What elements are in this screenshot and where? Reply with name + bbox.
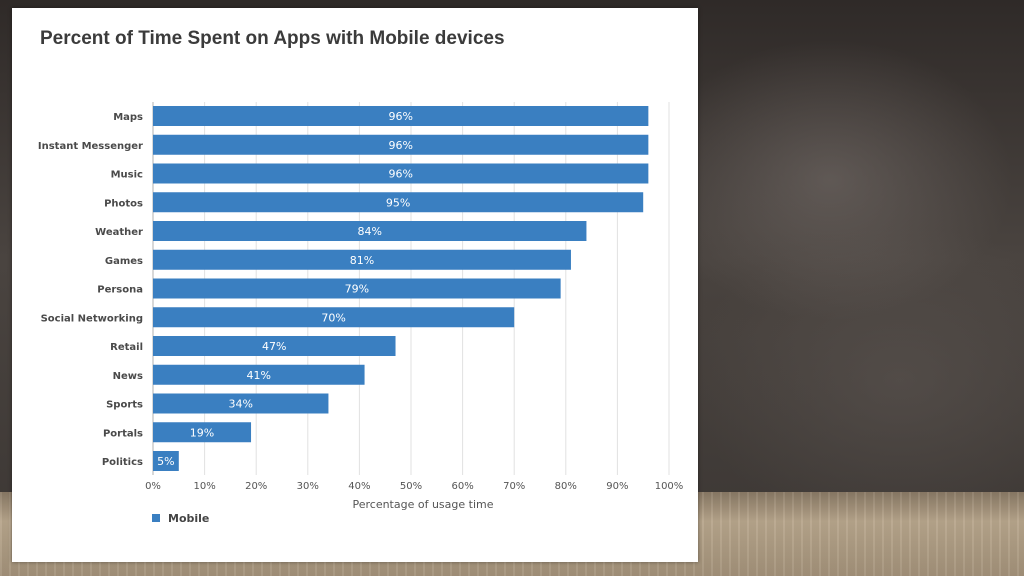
bar xyxy=(153,106,649,126)
bar xyxy=(153,307,515,328)
x-tick-label: 100% xyxy=(655,481,684,492)
category-label: Maps xyxy=(113,112,143,123)
category-label: Instant Messenger xyxy=(38,141,143,152)
bar xyxy=(153,451,179,471)
bar xyxy=(153,364,365,385)
bar xyxy=(153,422,252,443)
x-tick-label: 30% xyxy=(297,481,319,492)
bar xyxy=(153,192,644,213)
x-tick-label: 10% xyxy=(193,481,215,492)
data-label: 19% xyxy=(190,426,214,439)
data-label: 84% xyxy=(357,225,381,238)
category-label: Persona xyxy=(97,285,143,296)
bar-chart: 96% Maps 96% Instant Messenger 96% Music 95% Ph… xyxy=(38,102,684,525)
category-label: Portals xyxy=(103,428,143,439)
x-tick-label: 40% xyxy=(348,481,370,492)
x-tick-label: 20% xyxy=(245,481,267,492)
bar xyxy=(153,393,329,414)
x-tick-label: 70% xyxy=(503,481,525,492)
category-label: Politics xyxy=(102,457,143,468)
bar xyxy=(153,249,571,270)
legend-swatch xyxy=(152,514,160,522)
data-label: 96% xyxy=(388,139,412,152)
category-label: Games xyxy=(105,256,143,267)
x-tick-label: 0% xyxy=(145,481,161,492)
chart-card: Percent of Time Spent on Apps with Mobil… xyxy=(12,8,698,562)
data-label: 96% xyxy=(388,110,412,123)
data-label: 34% xyxy=(228,398,252,411)
data-label: 95% xyxy=(386,196,410,209)
bar xyxy=(153,336,396,356)
bar xyxy=(153,221,587,241)
data-label: 47% xyxy=(262,340,286,353)
data-label: 70% xyxy=(321,311,345,324)
category-label: Retail xyxy=(110,342,143,353)
category-label: Sports xyxy=(106,400,143,411)
x-tick-label: 90% xyxy=(606,481,628,492)
legend-label: Mobile xyxy=(168,512,209,525)
bar xyxy=(153,134,649,155)
x-tick-label: 50% xyxy=(400,481,422,492)
x-tick-label: 80% xyxy=(555,481,577,492)
data-label: 79% xyxy=(345,283,369,296)
data-label: 96% xyxy=(388,168,412,181)
data-label: 81% xyxy=(350,254,374,267)
category-label: Music xyxy=(111,170,143,181)
bar xyxy=(153,163,649,184)
bar xyxy=(153,278,561,299)
category-label: Photos xyxy=(104,198,143,209)
category-label: Social Networking xyxy=(41,313,143,324)
x-tick-label: 60% xyxy=(451,481,473,492)
data-label: 5% xyxy=(157,455,174,468)
category-label: News xyxy=(113,371,143,382)
chart-title: Percent of Time Spent on Apps with Mobil… xyxy=(40,28,505,49)
category-label: Weather xyxy=(95,227,143,238)
data-label: 41% xyxy=(247,369,271,382)
x-axis-label: Percentage of usage time xyxy=(352,498,493,511)
